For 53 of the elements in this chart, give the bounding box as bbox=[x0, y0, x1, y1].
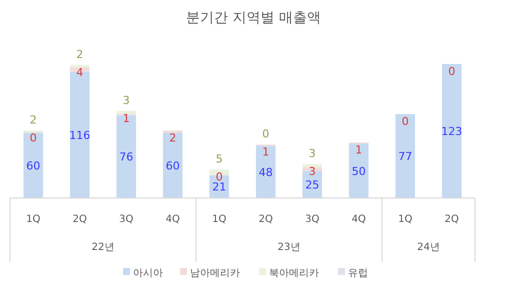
x-tick-label: 1Q bbox=[398, 214, 412, 225]
data-label: 3 bbox=[308, 165, 316, 178]
legend-label: 남아메리카 bbox=[190, 268, 240, 279]
data-label: 77 bbox=[398, 150, 412, 164]
data-label: 1 bbox=[122, 112, 130, 125]
text: 24년 bbox=[417, 242, 440, 253]
data-label: 0 bbox=[262, 128, 270, 141]
bar bbox=[256, 146, 276, 198]
x-tick-label: 3Q bbox=[119, 214, 134, 225]
bar bbox=[23, 130, 44, 133]
data-label: 116 bbox=[69, 128, 90, 142]
x-tick-label: 1Q bbox=[212, 214, 226, 225]
legend-label: 아시아 bbox=[133, 268, 163, 279]
data-label: 60 bbox=[166, 159, 180, 172]
data-label: 2 bbox=[169, 131, 176, 144]
data-label: 60 bbox=[26, 159, 40, 172]
bar bbox=[348, 144, 369, 198]
data-label: 1 bbox=[355, 143, 362, 156]
bar bbox=[395, 114, 416, 198]
bar bbox=[162, 130, 183, 133]
data-label: 5 bbox=[216, 152, 223, 166]
x-tick-label: 2Q bbox=[444, 214, 459, 225]
data-label: 2 bbox=[30, 113, 37, 126]
bar bbox=[116, 115, 136, 198]
data-label: 0 bbox=[402, 115, 409, 128]
x-tick-label: 2Q bbox=[258, 214, 273, 225]
bar bbox=[162, 132, 183, 198]
x-tick-label: 1Q bbox=[26, 214, 40, 225]
data-label: 3 bbox=[122, 94, 130, 107]
data-label: 48 bbox=[258, 166, 273, 179]
data-label: 0 bbox=[448, 65, 456, 78]
text: 22년 bbox=[92, 242, 114, 253]
legend-label: 유럽 bbox=[348, 268, 368, 279]
x-tick-label: 2Q bbox=[72, 214, 87, 225]
data-label: 123 bbox=[441, 125, 462, 138]
bar bbox=[302, 164, 322, 168]
chart-title: 분기간 지역별 매출액 bbox=[186, 10, 321, 26]
data-label: 2 bbox=[76, 48, 84, 62]
text: 23년 bbox=[278, 242, 300, 253]
data-label: 3 bbox=[308, 147, 316, 160]
x-tick-label: 3Q bbox=[305, 214, 320, 225]
data-label: 25 bbox=[305, 178, 320, 192]
data-label: 0 bbox=[30, 131, 37, 144]
bar bbox=[442, 64, 462, 198]
data-label: 4 bbox=[76, 66, 84, 80]
data-label: 50 bbox=[352, 164, 366, 178]
data-label: 76 bbox=[119, 150, 134, 164]
x-tick-label: 4Q bbox=[352, 214, 366, 225]
bar bbox=[23, 132, 44, 198]
bar bbox=[116, 110, 136, 114]
x-tick-label: 4Q bbox=[166, 214, 180, 225]
legend-label: 북아메리카 bbox=[269, 268, 319, 279]
data-label: 1 bbox=[262, 146, 270, 159]
